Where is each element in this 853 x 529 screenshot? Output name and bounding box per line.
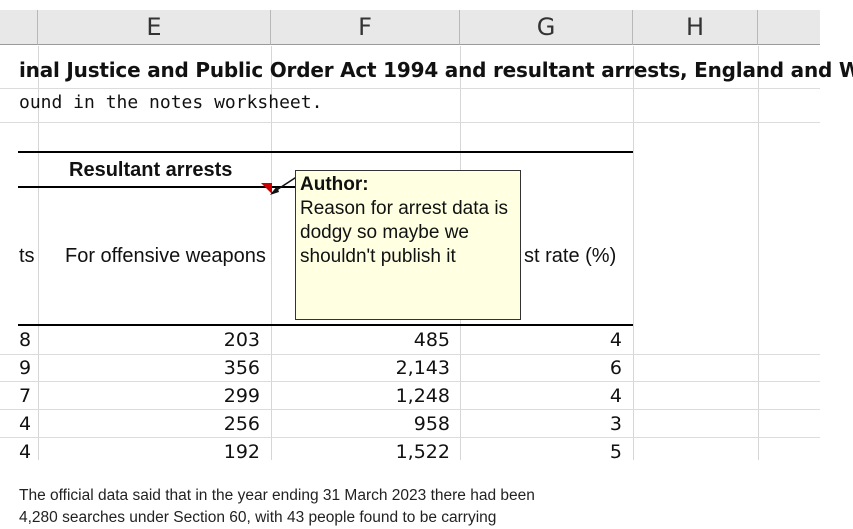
column-header-h[interactable]: H [633, 10, 758, 45]
caption-line: 4,280 searches under Section 60, with 43… [19, 509, 497, 526]
caption-line: The official data said that in the year … [19, 487, 535, 504]
cell-g[interactable]: 3 [609, 413, 622, 435]
cell-d[interactable]: 7 [19, 385, 32, 407]
column-header-i[interactable] [758, 10, 820, 45]
column-header-text: ts [19, 245, 35, 267]
cell-g[interactable]: 4 [609, 329, 622, 351]
grid-line [0, 88, 820, 89]
cell-f[interactable]: 1,248 [395, 385, 450, 407]
comment-indicator-triangle [261, 183, 272, 194]
group-header: Resultant arrests [69, 159, 233, 181]
cell-d[interactable]: 4 [19, 413, 32, 435]
cell-f[interactable]: 958 [413, 413, 450, 435]
table-top-border [18, 151, 633, 153]
cell-g[interactable]: 4 [609, 385, 622, 407]
cell-e[interactable]: 356 [223, 357, 260, 379]
article-caption: The official data said that in the year … [19, 485, 639, 529]
column-header-text: st rate (%) [524, 245, 617, 267]
column-letter: G [536, 13, 556, 41]
comment-line: Reason for arrest data is [300, 198, 509, 219]
column-letter: H [685, 13, 705, 41]
cell-f[interactable]: 485 [413, 329, 450, 351]
comment-line: dodgy so maybe we [300, 222, 469, 243]
cell-e[interactable]: 203 [223, 329, 260, 351]
cell-g[interactable]: 6 [609, 357, 622, 379]
cell-e[interactable]: 299 [223, 385, 260, 407]
grid-line [0, 409, 820, 410]
group-header-border [18, 186, 298, 188]
cell-d[interactable]: 9 [19, 357, 32, 379]
column-letter: F [358, 13, 372, 41]
grid-line [38, 46, 39, 460]
comment-connector-arrow [270, 186, 279, 195]
grid-line [0, 354, 820, 355]
cell-g[interactable]: 5 [609, 441, 622, 463]
cell-d[interactable]: 4 [19, 441, 32, 463]
cell-d[interactable]: 8 [19, 329, 32, 351]
cell-f[interactable]: 2,143 [395, 357, 450, 379]
column-letter: E [146, 13, 162, 41]
header-bottom-border [18, 324, 633, 326]
cell-f[interactable]: 1,522 [395, 441, 450, 463]
grid-line [0, 122, 820, 123]
column-header-e[interactable]: E [38, 10, 271, 45]
grid-line [0, 381, 820, 382]
cell-e[interactable]: 192 [223, 441, 260, 463]
column-header-g[interactable]: G [460, 10, 633, 45]
column-header-d[interactable] [0, 10, 38, 45]
grid-line [271, 46, 272, 460]
spreadsheet-screenshot: E F G H inal Justice and Public Order Ac… [0, 10, 853, 463]
cell-comment-box[interactable]: Author: Reason for arrest data is dodgy … [295, 170, 521, 320]
column-header-f[interactable]: F [271, 10, 460, 45]
grid-line [633, 46, 634, 460]
cell-e[interactable]: 256 [223, 413, 260, 435]
sheet-title: inal Justice and Public Order Act 1994 a… [19, 58, 853, 82]
grid-line [758, 46, 759, 460]
comment-line: shouldn't publish it [300, 246, 456, 267]
comment-author: Author: [300, 174, 369, 195]
notes-text: ound in the notes worksheet. [19, 92, 323, 113]
column-header-text: For offensive weapons [65, 245, 266, 267]
grid-line [0, 437, 820, 438]
comment-indicator[interactable] [258, 173, 302, 199]
